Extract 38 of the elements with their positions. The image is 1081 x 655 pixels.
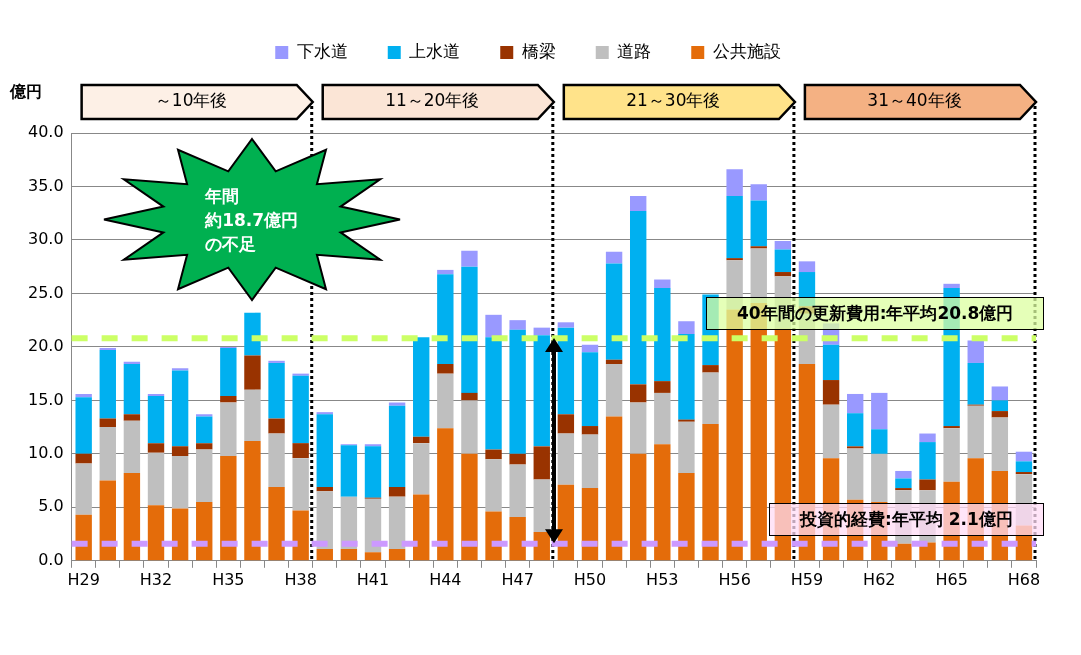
- legend-label: 公共施設: [712, 40, 781, 61]
- label-box: 40年間の更新費用:年平均20.8億円: [706, 297, 1045, 331]
- x-tick-label: H56: [718, 569, 751, 589]
- x-tick-label: H29: [67, 569, 100, 589]
- y-tick-label: 5.0: [38, 496, 64, 516]
- legend-label: 道路: [617, 40, 652, 61]
- x-tick-label: H53: [646, 569, 679, 589]
- y-tick-label: 15.0: [28, 389, 64, 409]
- x-tick-label: H50: [573, 569, 607, 589]
- x-tick-label: H41: [356, 569, 390, 589]
- x-tick-label: H47: [501, 569, 534, 589]
- annotation: 約18.7億円: [205, 208, 299, 232]
- label-box: 投資的経費:年平均 2.1億円: [769, 502, 1044, 536]
- y-tick-label: 10.0: [28, 443, 64, 463]
- text: 11～20年後: [385, 90, 480, 111]
- y-tick-label: 0.0: [38, 549, 64, 569]
- text: 21～30年後: [626, 90, 721, 111]
- x-tick-label: H62: [863, 569, 896, 589]
- annotation: の不足: [205, 232, 258, 256]
- x-tick-label: H65: [935, 569, 968, 589]
- x-tick-label: H44: [429, 569, 462, 589]
- text: 31～40年後: [867, 90, 962, 111]
- legend-label: 下水道: [296, 40, 348, 61]
- annotation: 年間: [205, 184, 241, 208]
- x-tick-label: H35: [212, 569, 245, 589]
- y-tick-label: 25.0: [28, 282, 64, 302]
- y-tick-label: 35.0: [28, 175, 64, 195]
- y-tick-label: 40.0: [28, 122, 64, 142]
- y-tick-label: 30.0: [28, 229, 64, 249]
- x-tick-label: H59: [790, 569, 824, 589]
- y-axis-title: 億円: [8, 82, 42, 102]
- x-tick-label: H68: [1007, 569, 1041, 589]
- legend-label: 橋梁: [521, 40, 556, 61]
- legend-label: 上水道: [409, 40, 461, 61]
- x-tick-label: H32: [139, 569, 173, 589]
- y-tick-label: 20.0: [28, 336, 64, 356]
- x-tick-label: H38: [284, 569, 317, 589]
- text: ～10年後: [154, 90, 228, 111]
